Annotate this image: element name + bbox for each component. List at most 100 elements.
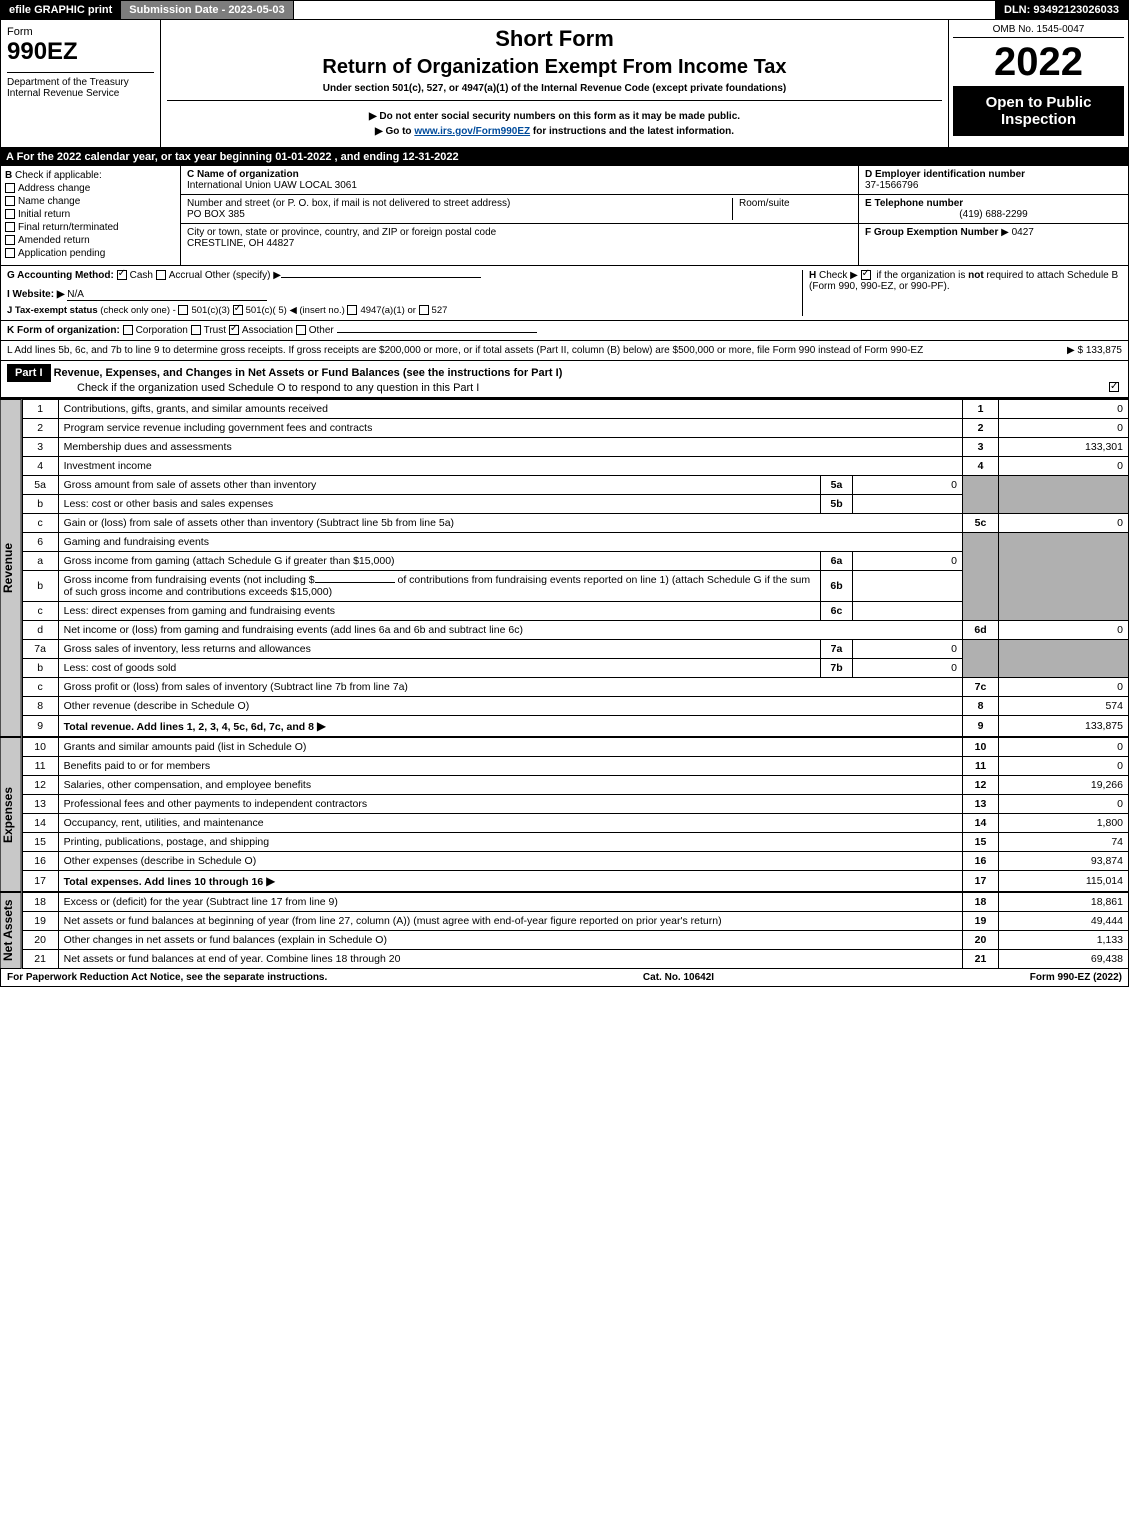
gross-receipts: ▶ $ 133,875: [1067, 345, 1122, 356]
table-row: 15Printing, publications, postage, and s…: [22, 833, 1128, 852]
checkbox-corp[interactable]: [123, 325, 133, 335]
group-exempt-value: ▶ 0427: [1001, 227, 1034, 238]
checkbox-schedule-o[interactable]: [1109, 382, 1119, 392]
under-section: Under section 501(c), 527, or 4947(a)(1)…: [167, 83, 942, 94]
line6d-value: 0: [999, 621, 1129, 640]
part1-title: Revenue, Expenses, and Changes in Net As…: [54, 367, 563, 379]
part1-check-o: Check if the organization used Schedule …: [77, 382, 479, 394]
checkbox-address-change[interactable]: [5, 183, 15, 193]
table-row: 2Program service revenue including gover…: [22, 419, 1128, 438]
revenue-table: 1Contributions, gifts, grants, and simil…: [22, 399, 1129, 737]
website-label: I Website: ▶: [7, 289, 65, 300]
street-label: Number and street (or P. O. box, if mail…: [187, 198, 510, 209]
table-row: 1Contributions, gifts, grants, and simil…: [22, 400, 1128, 419]
table-row: dNet income or (loss) from gaming and fu…: [22, 621, 1128, 640]
table-row: 6Gaming and fundraising events: [22, 533, 1128, 552]
footer-center: Cat. No. 10642I: [643, 972, 714, 983]
h-label: H: [809, 270, 816, 281]
checkbox-501c3[interactable]: [178, 305, 188, 315]
table-row: 12Salaries, other compensation, and empl…: [22, 776, 1128, 795]
omb-number: OMB No. 1545-0047: [953, 24, 1124, 38]
table-row: 8Other revenue (describe in Schedule O)8…: [22, 697, 1128, 716]
checkbox-accrual[interactable]: [156, 270, 166, 280]
part1-label: Part I: [7, 364, 51, 382]
checkbox-name-change[interactable]: [5, 196, 15, 206]
city-label: City or town, state or province, country…: [187, 227, 496, 238]
checkbox-final-return[interactable]: [5, 222, 15, 232]
phone-value: (419) 688-2299: [865, 209, 1122, 220]
line8-value: 574: [999, 697, 1129, 716]
line5a-value: 0: [853, 476, 963, 495]
ein-label: D Employer identification number: [865, 169, 1025, 180]
footer-left: For Paperwork Reduction Act Notice, see …: [7, 972, 327, 983]
row-a-tax-year: A For the 2022 calendar year, or tax yea…: [0, 148, 1129, 166]
checkbox-cash[interactable]: [117, 270, 127, 280]
org-name-label: C Name of organization: [187, 169, 299, 180]
net-assets-table: 18Excess or (deficit) for the year (Subt…: [22, 892, 1129, 969]
table-row: 11Benefits paid to or for members110: [22, 757, 1128, 776]
checkbox-trust[interactable]: [191, 325, 201, 335]
tax-exempt-label: J Tax-exempt status: [7, 305, 98, 316]
line19-value: 49,444: [999, 912, 1129, 931]
checkbox-other-org[interactable]: [296, 325, 306, 335]
line17-value: 115,014: [999, 871, 1129, 892]
page-footer: For Paperwork Reduction Act Notice, see …: [0, 969, 1129, 987]
table-row: 3Membership dues and assessments3133,301: [22, 438, 1128, 457]
no-ssn-note: ▶ Do not enter social security numbers o…: [167, 111, 942, 122]
side-label-expenses: Expenses: [0, 737, 22, 892]
top-bar: efile GRAPHIC print Submission Date - 20…: [0, 0, 1129, 20]
line6a-value: 0: [853, 552, 963, 571]
checkbox-501c[interactable]: [233, 305, 243, 315]
row-l: L Add lines 5b, 6c, and 7b to line 9 to …: [0, 341, 1129, 361]
line11-value: 0: [999, 757, 1129, 776]
row-l-text: L Add lines 5b, 6c, and 7b to line 9 to …: [7, 345, 923, 356]
open-to-public: Open to Public Inspection: [953, 86, 1124, 136]
table-row: 13Professional fees and other payments t…: [22, 795, 1128, 814]
table-row: 7aGross sales of inventory, less returns…: [22, 640, 1128, 659]
org-form-label: K Form of organization:: [7, 325, 120, 336]
revenue-section: Revenue 1Contributions, gifts, grants, a…: [0, 398, 1129, 737]
line16-value: 93,874: [999, 852, 1129, 871]
line7b-value: 0: [853, 659, 963, 678]
title-return: Return of Organization Exempt From Incom…: [167, 56, 942, 79]
irs-label: Internal Revenue Service: [7, 88, 119, 99]
section-bcdef: B Check if applicable: Address change Na…: [0, 166, 1129, 266]
checkbox-assoc[interactable]: [229, 325, 239, 335]
title-short-form: Short Form: [167, 26, 942, 52]
line21-value: 69,438: [999, 950, 1129, 969]
section-c: C Name of organization International Uni…: [181, 166, 858, 265]
checkbox-527[interactable]: [419, 305, 429, 315]
form-number: 990EZ: [7, 38, 154, 66]
part1-header-row: Part I Revenue, Expenses, and Changes in…: [0, 361, 1129, 398]
checkbox-4947[interactable]: [347, 305, 357, 315]
checkbox-amended[interactable]: [5, 235, 15, 245]
table-row: 19Net assets or fund balances at beginni…: [22, 912, 1128, 931]
table-row: 10Grants and similar amounts paid (list …: [22, 738, 1128, 757]
line7a-value: 0: [853, 640, 963, 659]
irs-link[interactable]: www.irs.gov/Form990EZ: [414, 126, 530, 137]
line10-value: 0: [999, 738, 1129, 757]
line15-value: 74: [999, 833, 1129, 852]
phone-label: E Telephone number: [865, 198, 963, 209]
table-row: 14Occupancy, rent, utilities, and mainte…: [22, 814, 1128, 833]
expenses-table: 10Grants and similar amounts paid (list …: [22, 737, 1129, 892]
form-word: Form: [7, 26, 154, 38]
line20-value: 1,133: [999, 931, 1129, 950]
checkbox-app-pending[interactable]: [5, 248, 15, 258]
org-name: International Union UAW LOCAL 3061: [187, 180, 357, 191]
line5c-value: 0: [999, 514, 1129, 533]
checkbox-initial-return[interactable]: [5, 209, 15, 219]
tax-year: 2022: [953, 42, 1124, 82]
line2-value: 0: [999, 419, 1129, 438]
table-row: 4Investment income40: [22, 457, 1128, 476]
checkbox-schedule-b[interactable]: [861, 270, 871, 280]
footer-right: Form 990-EZ (2022): [1030, 972, 1122, 983]
line12-value: 19,266: [999, 776, 1129, 795]
expenses-section: Expenses 10Grants and similar amounts pa…: [0, 737, 1129, 892]
row-k: K Form of organization: Corporation Trus…: [0, 321, 1129, 341]
goto-note: ▶ Go to www.irs.gov/Form990EZ for instru…: [167, 126, 942, 137]
table-row: 21Net assets or fund balances at end of …: [22, 950, 1128, 969]
section-b: B Check if applicable: Address change Na…: [1, 166, 181, 265]
dept-treasury: Department of the Treasury: [7, 77, 129, 88]
room-label: Room/suite: [739, 198, 790, 209]
